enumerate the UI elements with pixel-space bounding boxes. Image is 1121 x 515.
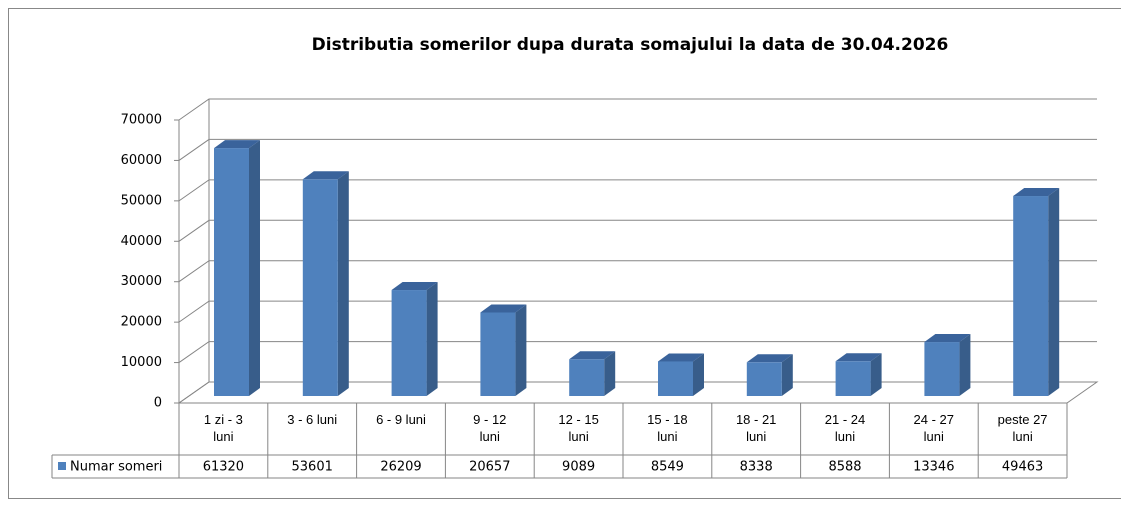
grid-line: [178, 98, 1097, 121]
grid-line: [178, 179, 1097, 202]
x-tick-label: 12 - 15 luni: [558, 412, 599, 444]
table-value: 20657: [469, 460, 510, 475]
x-tick-label: 1 zi - 3 luni: [203, 412, 243, 444]
bar-side: [515, 304, 527, 396]
bar-side: [426, 282, 438, 396]
chart-title: Distributia somerilor dupa durata somaju…: [312, 35, 949, 55]
y-tick-label: 20000: [121, 315, 162, 330]
bar-front: [214, 148, 249, 396]
table-value: 26209: [380, 460, 421, 475]
y-tick-label: 50000: [121, 193, 162, 208]
bar-front: [658, 361, 693, 396]
y-tick-label: 70000: [121, 113, 162, 128]
y-tick-label: 10000: [121, 355, 162, 370]
bar-front: [302, 179, 338, 396]
bar: [835, 353, 882, 396]
x-tick-label: 18 - 21 luni: [735, 412, 777, 444]
x-tick-label: 6 - 9 luni: [376, 412, 426, 427]
bar-top: [214, 140, 260, 149]
bar-side: [781, 354, 793, 396]
bar: [302, 171, 349, 396]
bar-front: [924, 342, 960, 396]
grid-line: [178, 300, 1097, 323]
bar-top: [835, 353, 882, 362]
bar: [214, 140, 260, 396]
bar-top: [302, 171, 349, 180]
bar-top: [924, 334, 971, 343]
table-value: 9089: [562, 460, 595, 475]
table-value: 49463: [1002, 460, 1043, 475]
x-tick-label: 21 - 24 luni: [824, 412, 866, 444]
x-tick-label: 9 - 12 luni: [473, 412, 507, 444]
legend-label: Numar someri: [70, 460, 162, 475]
bar-top: [658, 353, 704, 362]
bar: [569, 351, 616, 396]
bar-top: [1013, 188, 1060, 197]
bar-top: [569, 351, 616, 360]
x-tick-label: 3 - 6 luni: [287, 412, 338, 427]
y-tick-label: 30000: [121, 274, 162, 289]
bar-front: [835, 361, 871, 396]
bar-side: [249, 140, 260, 396]
grid-line: [178, 381, 1097, 404]
bar-front: [391, 290, 427, 396]
legend-swatch: [58, 462, 66, 470]
table-value: 8338: [740, 460, 773, 475]
bar-side: [959, 334, 971, 396]
x-tick-label: 15 - 18 luni: [647, 412, 688, 444]
bar-front: [480, 312, 516, 396]
bar: [1013, 188, 1060, 396]
grid-line: [178, 260, 1097, 283]
bar-side: [693, 353, 704, 396]
table-value: 8549: [651, 460, 684, 475]
y-tick-label: 40000: [121, 234, 162, 249]
chart-frame: [8, 8, 1121, 499]
y-tick-label: 60000: [121, 153, 162, 168]
bar-side: [870, 353, 882, 396]
bar-top: [391, 282, 438, 291]
bar-top: [746, 354, 793, 363]
table-value: 61320: [203, 460, 244, 475]
bar-front: [569, 359, 605, 396]
bar-front: [746, 362, 782, 396]
grid-line: [178, 219, 1097, 242]
table-value: 13346: [913, 460, 954, 475]
bar: [924, 334, 971, 396]
bar-top: [480, 304, 527, 313]
grid-line: [178, 138, 1097, 161]
x-tick-label: 24 - 27 luni: [913, 412, 955, 444]
bar-front: [1013, 196, 1049, 396]
bar: [658, 353, 704, 396]
bar-side: [1048, 188, 1060, 396]
bar: [746, 354, 793, 396]
bar-side: [337, 171, 349, 396]
grid-line: [178, 341, 1097, 363]
y-tick-label: 0: [154, 396, 162, 411]
bar: [391, 282, 438, 396]
table-value: 53601: [292, 460, 333, 475]
x-tick-label: peste 27 luni: [997, 412, 1048, 444]
bar: [480, 304, 527, 396]
table-value: 8588: [828, 460, 861, 475]
bar-side: [604, 351, 616, 396]
